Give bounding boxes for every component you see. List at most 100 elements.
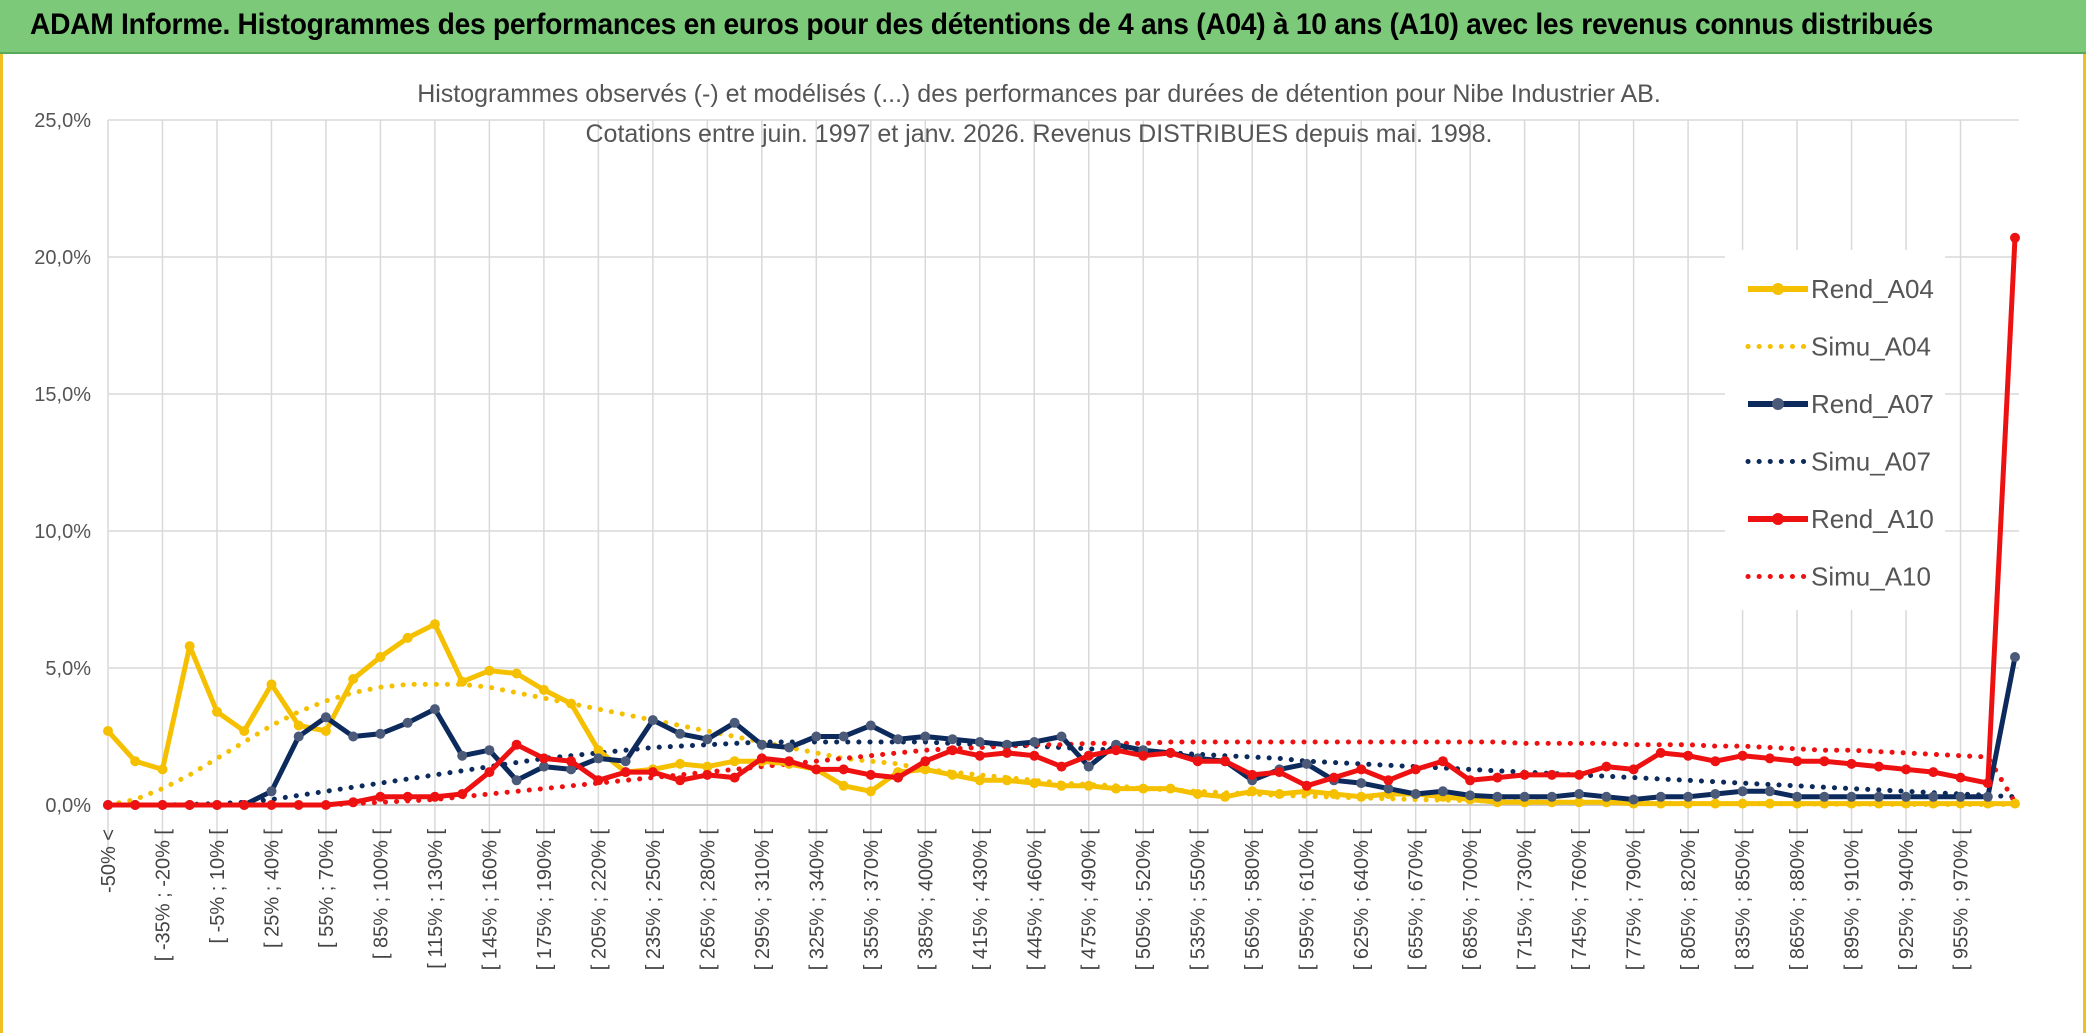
data-point bbox=[457, 789, 468, 799]
data-point bbox=[1655, 747, 1666, 758]
data-point bbox=[1955, 791, 1966, 802]
data-point bbox=[1901, 764, 1911, 775]
data-point bbox=[130, 756, 141, 767]
data-point bbox=[103, 800, 113, 810]
data-point bbox=[1574, 769, 1585, 780]
x-tick-label: [ 625% ; 640% [ bbox=[1351, 829, 1373, 971]
data-point bbox=[1138, 750, 1149, 761]
data-point bbox=[157, 800, 168, 810]
data-point bbox=[320, 800, 331, 810]
data-point bbox=[1628, 764, 1639, 775]
data-point bbox=[1819, 791, 1830, 802]
x-tick-label: [ 355% ; 370% [ bbox=[861, 829, 883, 971]
series-line-Simu_A10 bbox=[105, 739, 2018, 808]
data-point bbox=[103, 726, 113, 736]
data-point bbox=[457, 750, 468, 761]
data-point bbox=[1056, 780, 1067, 791]
data-point bbox=[511, 668, 522, 679]
legend-marker bbox=[1772, 283, 1784, 295]
data-point bbox=[1683, 750, 1694, 761]
data-point bbox=[756, 739, 767, 750]
x-tick-label: [ 895% ; 910% [ bbox=[1842, 829, 1864, 971]
x-tick-label: [ 835% ; 850% [ bbox=[1733, 829, 1755, 971]
y-tick-label: 5,0% bbox=[45, 658, 91, 680]
data-point bbox=[920, 731, 931, 742]
data-point bbox=[566, 764, 577, 775]
x-tick-label: [ 865% ; 880% [ bbox=[1787, 829, 1809, 971]
chart-frame: 0,0% 5,0% 10,0% 15,0% 20,0% 25,0% -50% < [ -35… bbox=[0, 54, 2086, 1033]
data-point bbox=[1982, 791, 1993, 802]
data-point bbox=[729, 772, 740, 783]
data-point bbox=[1247, 786, 1258, 797]
legend-item-Simu_A07: Simu_A07 bbox=[1745, 447, 1931, 477]
data-point bbox=[593, 745, 604, 756]
data-point bbox=[1519, 769, 1530, 780]
data-point bbox=[1465, 775, 1476, 786]
x-tick-label: [ 955% ; 970% [ bbox=[1951, 829, 1973, 971]
data-point bbox=[1492, 791, 1503, 802]
data-point bbox=[1601, 761, 1612, 772]
series-line-Simu_A07 bbox=[105, 739, 2018, 808]
series-line-Rend_A04 bbox=[106, 621, 2015, 807]
data-point bbox=[947, 745, 958, 756]
legend-marker bbox=[1772, 398, 1784, 410]
data-point bbox=[130, 800, 141, 810]
data-point bbox=[620, 756, 631, 767]
data-point bbox=[2010, 232, 2020, 243]
x-tick-label: [ 715% ; 730% [ bbox=[1515, 829, 1537, 971]
data-point bbox=[729, 717, 740, 728]
legend-marker bbox=[1772, 513, 1784, 525]
data-point bbox=[184, 641, 195, 652]
data-point bbox=[1301, 780, 1312, 791]
data-point bbox=[1873, 791, 1884, 802]
data-point bbox=[320, 726, 331, 736]
data-point bbox=[1764, 753, 1775, 764]
data-point bbox=[157, 764, 168, 775]
x-tick-label: [ 385% ; 400% [ bbox=[915, 829, 937, 971]
y-tick-label: 10,0% bbox=[34, 521, 91, 543]
data-point bbox=[484, 665, 495, 676]
data-point bbox=[593, 753, 604, 764]
x-tick-label: -50% < bbox=[98, 829, 120, 893]
data-point bbox=[2010, 652, 2020, 662]
x-tick-label: [ 235% ; 250% [ bbox=[643, 829, 665, 971]
x-tick-label: [ 745% ; 760% [ bbox=[1569, 829, 1591, 971]
data-point bbox=[1819, 756, 1830, 767]
data-point bbox=[1328, 789, 1339, 799]
data-point bbox=[484, 745, 495, 756]
series-Rend_A07 bbox=[103, 652, 2020, 810]
x-tick-label: [ 415% ; 430% [ bbox=[970, 829, 992, 971]
data-point bbox=[1083, 761, 1094, 772]
data-point bbox=[1111, 745, 1121, 756]
y-axis-ticks: 0,0% 5,0% 10,0% 15,0% 20,0% 25,0% bbox=[34, 110, 91, 817]
data-point bbox=[429, 704, 440, 715]
data-point bbox=[1165, 783, 1176, 794]
data-point bbox=[212, 800, 222, 810]
data-point bbox=[1737, 750, 1748, 761]
data-point bbox=[1029, 737, 1040, 747]
data-point bbox=[239, 800, 250, 810]
data-point bbox=[1465, 790, 1476, 801]
x-tick-label: [ 595% ; 610% [ bbox=[1297, 829, 1319, 971]
data-point bbox=[538, 761, 549, 772]
data-point bbox=[1383, 775, 1394, 786]
data-point bbox=[702, 769, 713, 780]
chart-title-line2: Cotations entre juin. 1997 et janv. 2026… bbox=[586, 120, 1493, 148]
x-tick-label: [ 295% ; 310% [ bbox=[752, 829, 774, 971]
x-tick-label: [ 175% ; 190% [ bbox=[534, 829, 556, 971]
x-tick-label: [ 115% ; 130% [ bbox=[425, 829, 447, 969]
data-point bbox=[620, 767, 631, 778]
data-point bbox=[1737, 786, 1748, 797]
data-point bbox=[1056, 731, 1067, 742]
data-point bbox=[375, 728, 386, 739]
data-point bbox=[838, 731, 849, 742]
data-point bbox=[1410, 764, 1421, 775]
data-point bbox=[1220, 791, 1230, 802]
data-point bbox=[675, 758, 686, 769]
data-point bbox=[266, 786, 277, 797]
data-point bbox=[184, 800, 195, 810]
data-point bbox=[1546, 791, 1557, 802]
data-point bbox=[538, 753, 549, 764]
data-point bbox=[1356, 764, 1367, 775]
data-point bbox=[1764, 786, 1775, 797]
